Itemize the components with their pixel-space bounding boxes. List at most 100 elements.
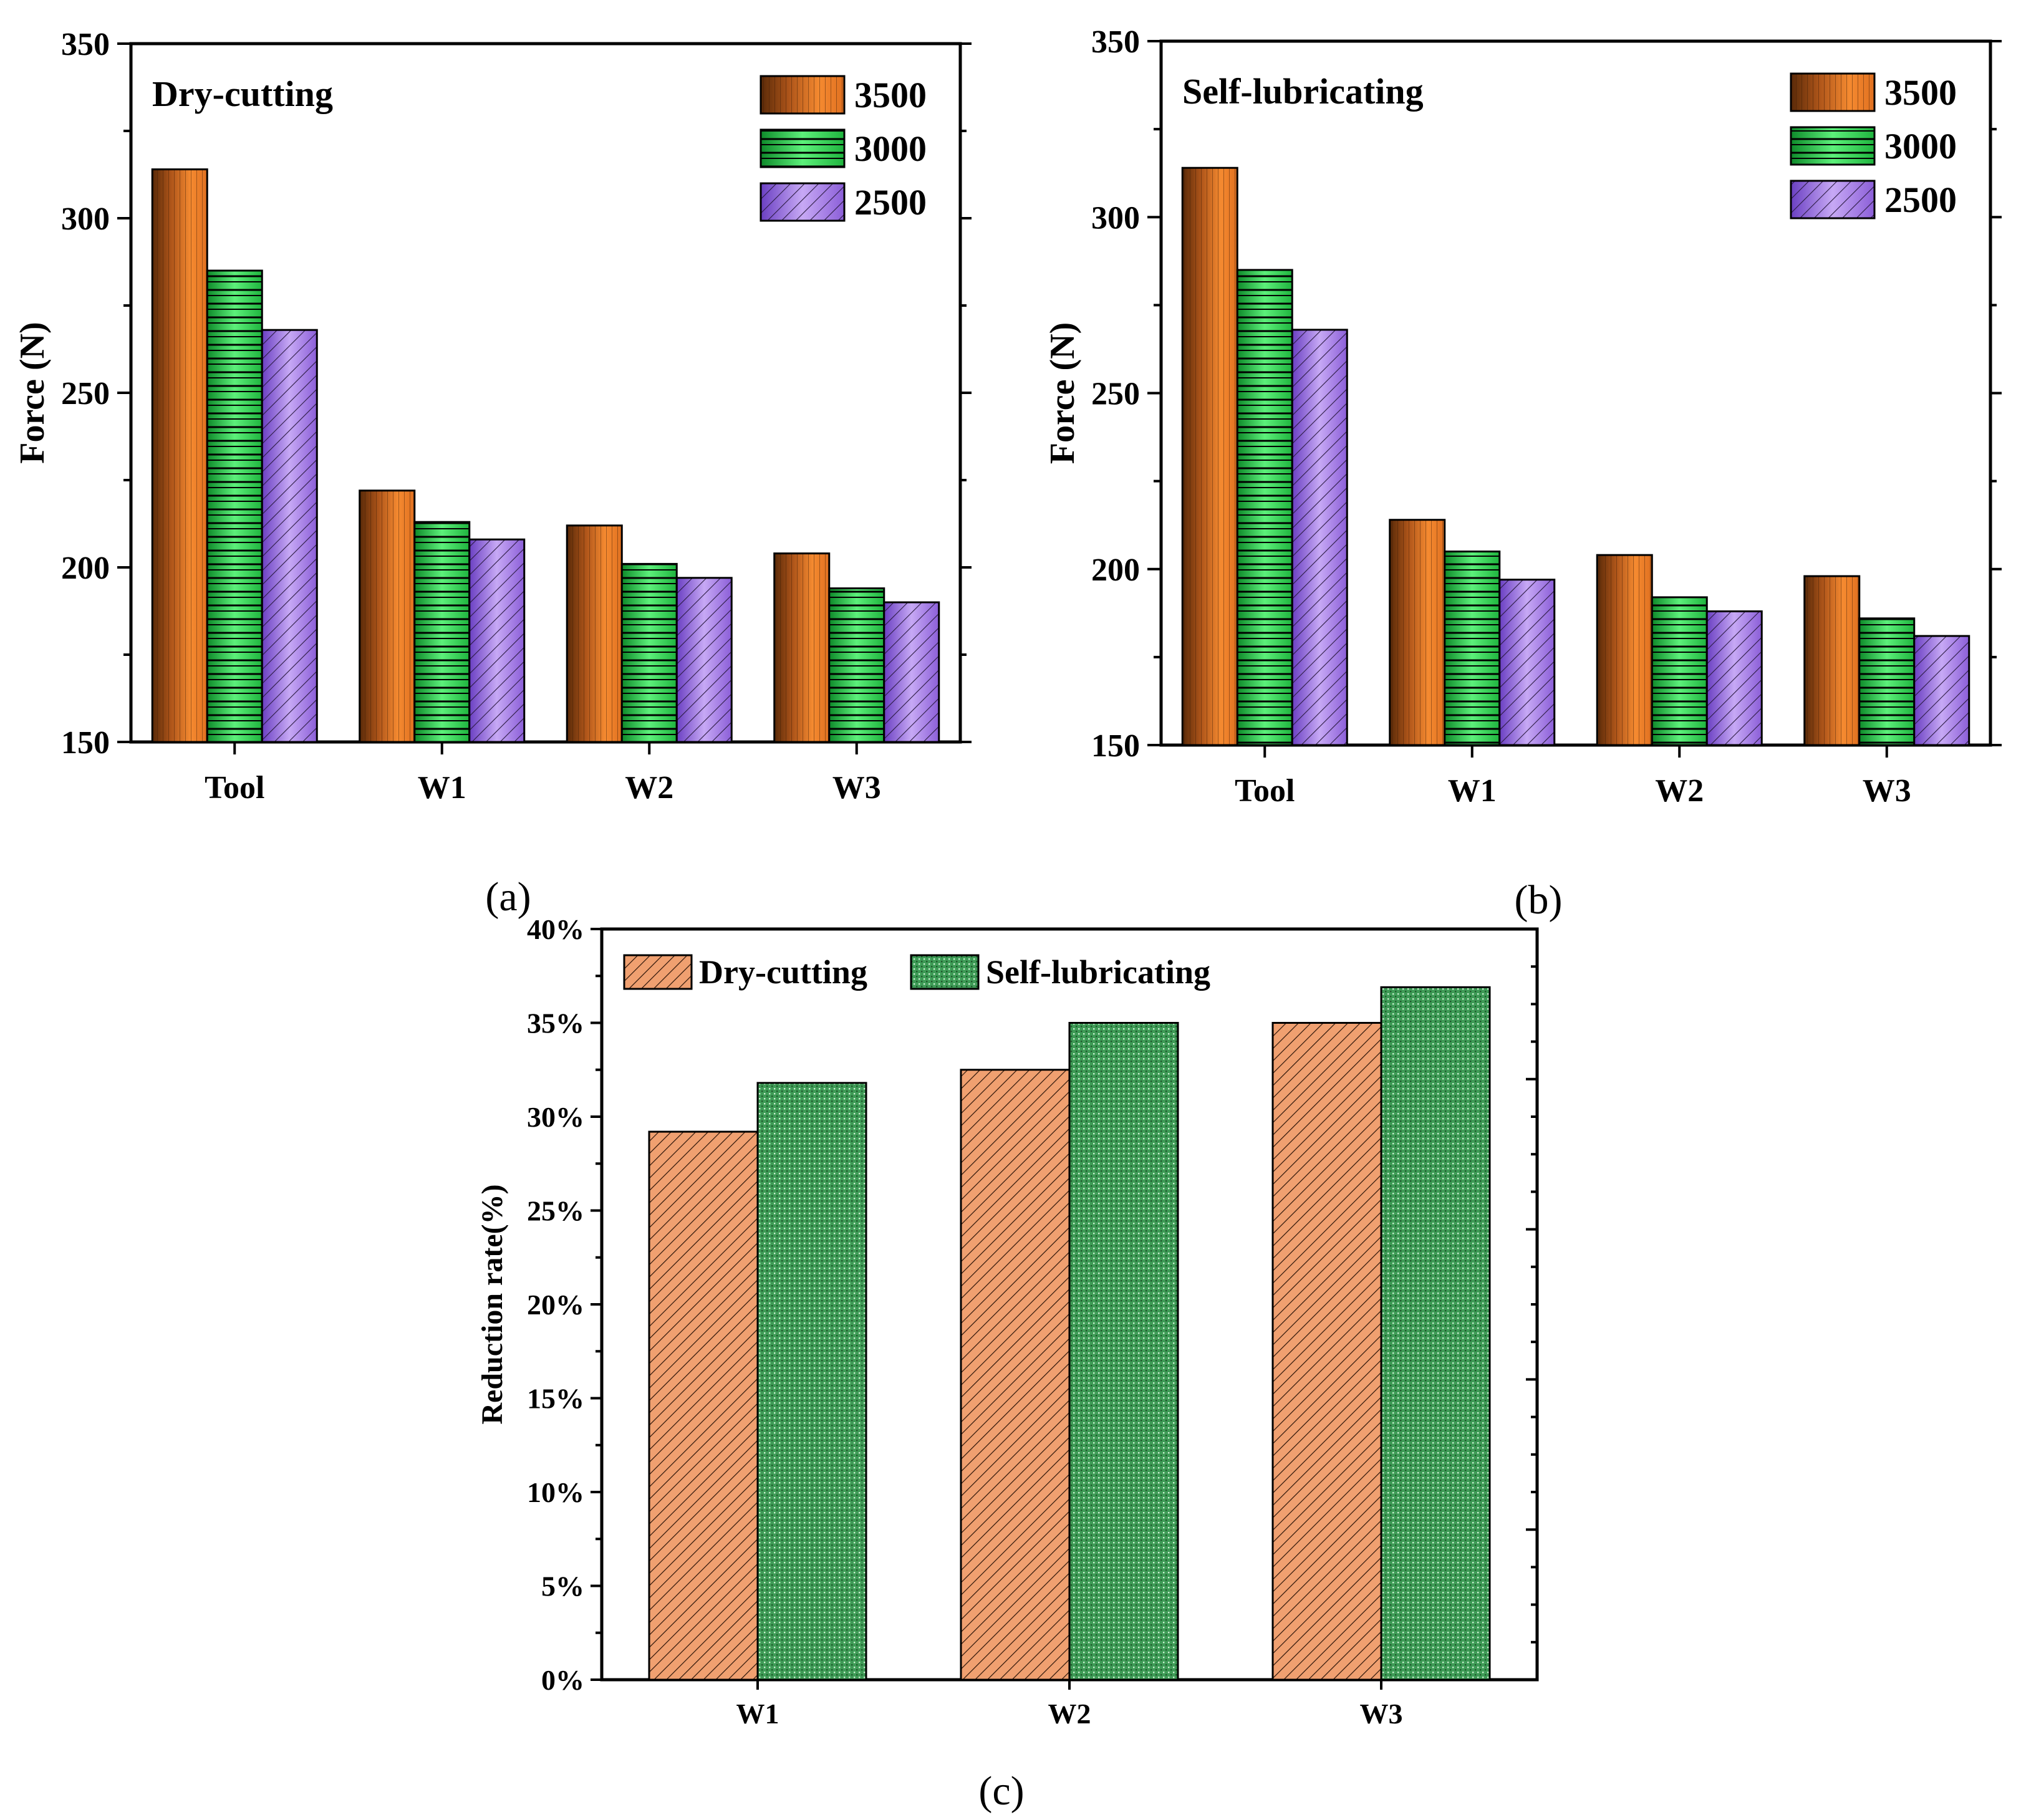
bar-Self-lubricating-W1 [758,1082,866,1680]
bar-pattern-3000-W1 [414,522,470,742]
legend-swatch-pattern-3500 [1791,74,1874,111]
bar-pattern-Dry-cutting-W3 [1273,1023,1381,1680]
bar-pattern-3000-W3 [1859,618,1914,745]
chart-c: 0% 5% 10% 15% 20% 25% 30% 35% 40% W1 W2 W3 Reduction… [476,913,1539,1814]
bar-pattern-2500-W3 [884,602,939,742]
bar-pattern-2500-W2 [1707,611,1762,745]
legend-swatch-pattern-3000 [761,130,844,167]
legend-swatch-outline-3500 [760,75,846,115]
y-tick-label: 350 [61,27,110,62]
legend-label-3000: 3000 [1884,126,1957,166]
bar-outline-2500-W3 [1913,635,1970,746]
bar-outline-2500-W1 [468,538,526,743]
y-tick-label: 20% [527,1289,584,1321]
chart-b: 150 200 250 300 350 Tool W1 W2 W3 Force (N) Self-l… [1043,24,2002,923]
y-tick-label: 250 [1091,377,1140,412]
bar-outline-2500-W3 [883,601,940,743]
bar-pattern-3500-W2 [567,525,622,742]
panel-label-b: (b) [1515,877,1563,923]
bar-pattern-3500-W2 [1597,555,1652,745]
legend-label-3500: 3500 [1884,72,1957,113]
chart-title: Dry-cutting [152,74,333,114]
y-tick-label: 300 [1091,200,1140,236]
panel-label-c: (c) [978,1768,1024,1814]
x-tick-label: W3 [1863,773,1911,809]
legend-label-3500: 3500 [854,75,927,115]
legend-label-3000: 3000 [854,128,927,169]
y-tick-label: 150 [61,725,110,761]
bar-outline-2500-W1 [1498,579,1556,746]
x-tick-label: W2 [625,770,673,806]
y-tick-label: 200 [1091,552,1140,588]
x-tick-label: W1 [736,1698,779,1730]
legend-swatch-outline-2500 [1790,180,1876,219]
y-tick-label: 0% [541,1664,584,1696]
y-tick-label: 5% [541,1571,584,1602]
bar-pattern-2500-W3 [1914,636,1969,745]
y-tick-label: 150 [1091,728,1140,764]
y-tick-label: 300 [61,201,110,237]
legend-swatch-outline-3500 [1790,72,1876,112]
y-tick-label: 30% [527,1101,584,1133]
legend-swatch-outline-Self-lubricating [910,954,980,990]
legend-swatch-pattern-2500 [761,183,844,221]
y-axis-title: Force (N) [13,322,52,464]
x-tick-label: Tool [205,770,264,806]
bar-pattern-3000-W1 [1444,551,1500,745]
legend-swatch-outline-2500 [760,182,846,222]
bar-pattern-3000-W3 [829,588,884,742]
bar-pattern-3500-W3 [1804,576,1859,745]
panel-label-a: (a) [485,874,531,920]
x-tick-label: W2 [1655,773,1704,809]
y-tick-label: 200 [61,551,110,586]
legend-swatch-pattern-2500 [1791,181,1874,218]
bar-outline-2500-W2 [675,577,733,743]
bar-outline-2500-Tool [261,329,318,743]
y-tick-label: 350 [1091,24,1140,60]
legend-label-Dry-cutting: Dry-cutting [699,953,867,991]
legend-swatch-pattern-3000 [1791,127,1874,165]
legend-swatch-outline-3000 [760,128,846,168]
panel-letter: c [992,1768,1010,1814]
x-tick-label: W3 [832,770,881,806]
bar-pattern-Dry-cutting-W1 [649,1132,758,1680]
bar-pattern-3500-W1 [1389,519,1445,745]
legend-label-2500: 2500 [854,182,927,223]
y-axis-title: Reduction rate(%) [476,1184,509,1424]
bar-pattern-2500-Tool [1292,329,1348,745]
bar-pattern-3000-Tool [1237,269,1293,745]
y-tick-label: 15% [527,1383,584,1415]
y-tick-label: 10% [527,1476,584,1508]
bar-pattern-2500-W1 [469,539,524,742]
bar-pattern-2500-Tool [262,330,317,742]
x-tick-label: W1 [418,770,466,806]
legend-swatch-pattern-Dry-cutting [624,955,692,989]
x-tick-label: Tool [1235,773,1295,809]
bar-pattern-3500-W1 [359,490,415,742]
bar-pattern-2500-W1 [1499,579,1555,745]
bar-pattern-3000-W2 [1652,597,1707,745]
chart-title: Self-lubricating [1182,71,1424,112]
legend-label-2500: 2500 [1884,180,1957,220]
legend-swatch-outline-Dry-cutting [623,954,693,990]
legend-label-Self-lubricating: Self-lubricating [986,953,1210,991]
bar-outline-Self-lubricating-W3 [1380,986,1491,1681]
bar-outline-Self-lubricating-W2 [1068,1022,1179,1681]
y-tick-label: 25% [527,1195,584,1227]
bar-outline-2500-W2 [1705,610,1763,746]
legend-swatch-pattern-3500 [761,76,844,113]
panel-letter: a [499,874,517,920]
bar-pattern-Dry-cutting-W2 [961,1069,1069,1680]
bar-pattern-3500-Tool [152,169,208,743]
bar-pattern-3000-W2 [622,564,677,742]
bar-pattern-3500-Tool [1182,168,1238,746]
y-axis-title: Force (N) [1043,322,1082,465]
x-tick-label: W3 [1360,1698,1403,1730]
y-tick-label: 35% [527,1008,584,1039]
y-tick-label: 250 [61,376,110,412]
y-tick-label: 40% [527,913,584,945]
x-tick-label: W2 [1048,1698,1091,1730]
bar-pattern-2500-W2 [677,577,732,742]
bar-pattern-3000-Tool [207,271,263,742]
